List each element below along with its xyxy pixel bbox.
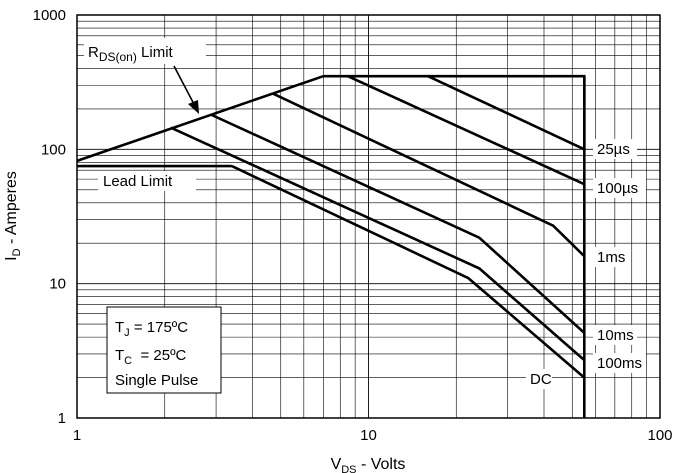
series-label-bg — [593, 139, 637, 159]
series-line-25s — [323, 74, 586, 152]
plot-frame — [76, 14, 661, 419]
condition-tc: TC = 25ºC — [115, 347, 187, 367]
y-tick-label: 100 — [41, 141, 66, 158]
rds-limit-arrow-line — [173, 65, 197, 109]
conditions-box — [106, 306, 222, 394]
x-tick-label: 1 — [73, 427, 81, 444]
series-lines — [76, 74, 586, 418]
x-axis-title: VDS - Volts — [331, 456, 406, 473]
condition-tj: TJ = 175ºC — [115, 319, 188, 339]
series-label-10ms: 10ms — [597, 327, 634, 344]
series-line-1ms — [272, 92, 586, 258]
series-line-100ms — [170, 126, 586, 362]
series-label-100ms: 100ms — [597, 355, 642, 372]
series-line-dc — [231, 164, 586, 379]
y-tick-label: 10 — [49, 276, 66, 293]
condition-tc-rest: = 25ºC — [132, 347, 186, 364]
lead-limit-label-bg — [98, 171, 196, 191]
y-axis-title: ID - Amperes — [3, 171, 23, 261]
condition-tj-sub: J — [124, 327, 130, 339]
limit-line-0 — [76, 74, 324, 163]
grid — [77, 15, 660, 418]
condition-single-pulse: Single Pulse — [115, 372, 198, 389]
y-tick-label: 1000 — [33, 7, 66, 24]
x-axis-title-main: V — [331, 456, 342, 473]
y-tick-label: 1 — [58, 410, 66, 427]
condition-tj-main: T — [115, 319, 124, 336]
condition-tc-sub: C — [124, 355, 132, 367]
rds-limit-label-bg — [84, 38, 206, 64]
series-line-10ms — [211, 113, 586, 334]
series-line-100s — [347, 75, 585, 186]
x-axis-title-sub: DS — [341, 464, 356, 473]
rds-limit-label: RDS(on) Limit — [88, 44, 174, 64]
tick-labels: 1 10 100 1 10 100 1000 — [33, 7, 673, 444]
y-axis-title-main: I — [3, 256, 20, 260]
lead-limit-label: Lead Limit — [103, 173, 173, 190]
series-label-bg — [593, 353, 646, 373]
y-axis-title-sub: D — [11, 248, 23, 256]
series-label-bg — [526, 369, 552, 389]
rds-limit-label-main: R — [88, 44, 99, 61]
x-axis-title-rest: - Volts — [357, 456, 406, 473]
series-label-bg — [593, 247, 628, 267]
series-label-bg — [593, 178, 646, 198]
series-labels: 25µs 100µs 1ms 10ms 100ms DC — [526, 139, 646, 389]
series-label-dc: DC — [530, 371, 552, 388]
y-axis-title-rest: - Amperes — [3, 171, 20, 248]
condition-tj-rest: = 175ºC — [130, 319, 189, 336]
x-tick-label: 100 — [647, 427, 672, 444]
series-label-100s: 100µs — [597, 180, 638, 197]
x-tick-label: 10 — [360, 427, 377, 444]
rds-limit-label-rest: Limit — [137, 44, 174, 61]
rds-limit-label-sub: DS(on) — [99, 50, 137, 64]
condition-tc-main: T — [115, 347, 124, 364]
series-label-1ms: 1ms — [597, 249, 625, 266]
series-label-25s: 25µs — [597, 141, 630, 158]
rds-limit-arrowhead — [188, 100, 199, 114]
series-label-bg — [593, 325, 637, 345]
